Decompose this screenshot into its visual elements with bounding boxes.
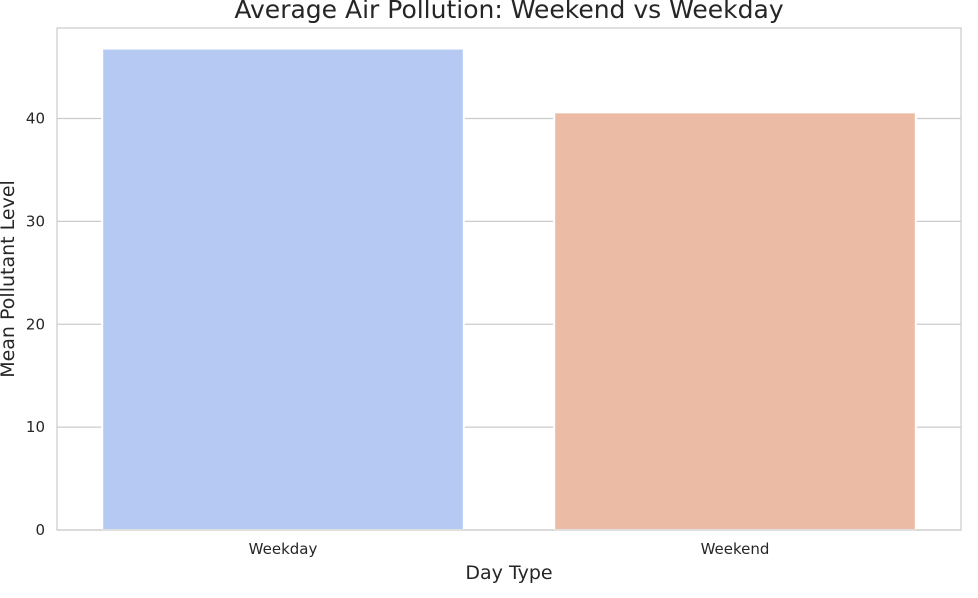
x-tick-label: Weekday [249, 540, 318, 558]
y-tick-label: 20 [26, 315, 45, 333]
y-axis-title: Mean Pollutant Level [0, 180, 19, 378]
x-axis-title: Day Type [465, 562, 552, 584]
y-tick-labels: 0 10 20 30 40 [26, 110, 45, 539]
chart-title: Average Air Pollution: Weekend vs Weekda… [234, 0, 783, 24]
bar-weekday [101, 47, 465, 532]
x-tick-labels: Weekday Weekend [249, 540, 770, 558]
y-tick-label: 10 [26, 418, 45, 436]
x-tick-label: Weekend [701, 540, 770, 558]
y-tick-label: 0 [35, 521, 45, 539]
y-tick-label: 40 [26, 110, 45, 128]
bars [101, 47, 917, 532]
bar-weekend [553, 111, 917, 532]
y-tick-label: 30 [26, 212, 45, 230]
plot-frame [56, 27, 962, 531]
